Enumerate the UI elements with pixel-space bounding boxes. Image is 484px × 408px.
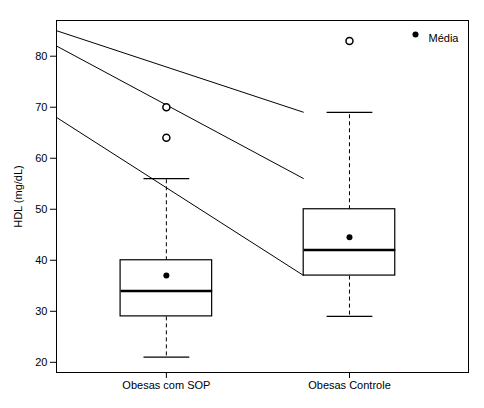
svg-text:Obesas com SOP: Obesas com SOP [122,379,210,391]
svg-text:40: 40 [35,254,47,266]
svg-text:30: 30 [35,305,47,317]
svg-text:Média: Média [429,32,460,44]
svg-text:50: 50 [35,203,47,215]
svg-text:Obesas Controle: Obesas Controle [308,379,391,391]
svg-text:20: 20 [35,356,47,368]
svg-text:70: 70 [35,101,47,113]
svg-text:60: 60 [35,152,47,164]
svg-text:80: 80 [35,50,47,62]
svg-text:HDL (mg/dL): HDL (mg/dL) [12,165,24,228]
